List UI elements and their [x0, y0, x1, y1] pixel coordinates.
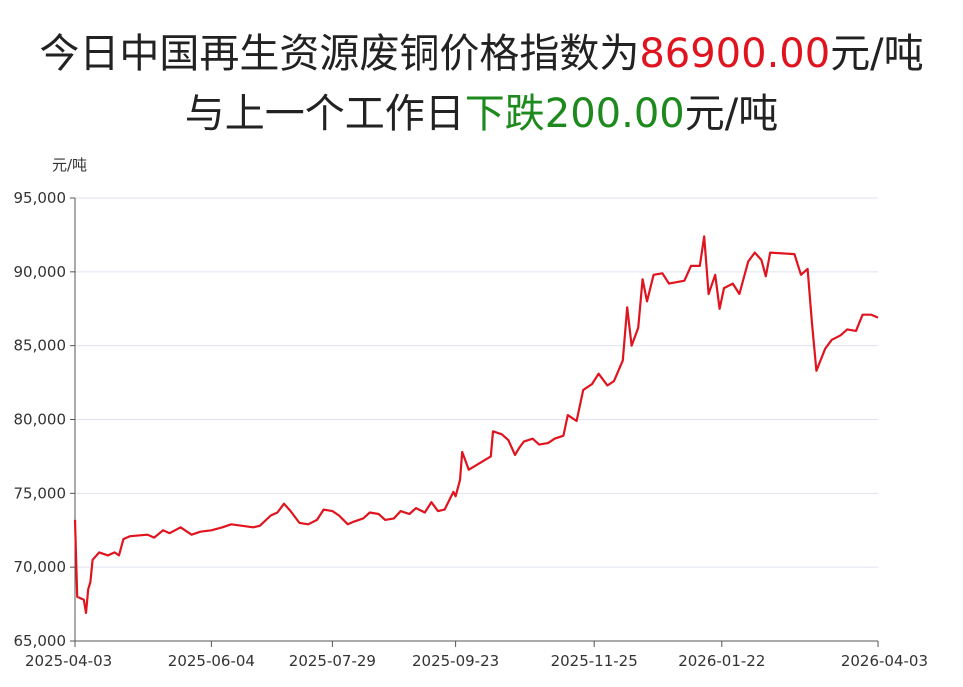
price-change: 下跌200.00: [464, 91, 685, 137]
chart-title-line-2: 与上一个工作日下跌200.00元/吨: [0, 88, 963, 140]
chart-title-line-1: 今日中国再生资源废铜价格指数为86900.00元/吨: [0, 28, 963, 80]
price-value: 86900.00: [639, 31, 831, 77]
y-tick-label: 70,000: [14, 558, 67, 576]
subtitle-unit: 元/吨: [684, 91, 779, 137]
y-tick-label: 80,000: [14, 411, 67, 429]
y-tick-label: 90,000: [14, 263, 67, 281]
y-axis-unit-label: 元/吨: [52, 156, 88, 174]
series-line: [73, 235, 879, 614]
x-tick-label: 2025-04-03: [25, 652, 112, 670]
subtitle-prefix: 与上一个工作日: [184, 91, 465, 137]
grid-lines: [75, 197, 878, 568]
title-unit: 元/吨: [830, 31, 924, 77]
title-prefix: 今日中国再生资源废铜价格指数为: [39, 31, 640, 77]
y-tick-label: 65,000: [14, 632, 67, 650]
y-tick-label: 95,000: [14, 189, 67, 207]
x-tick-label: 2025-07-29: [289, 652, 376, 670]
x-tick-label: 2025-11-25: [551, 652, 638, 670]
x-tick-label: 2026-01-22: [678, 652, 765, 670]
axes: [70, 197, 879, 647]
y-tick-label: 85,000: [14, 337, 67, 355]
tick-labels: 65,000 70,000 75,000 80,000 85,000 90,000 95,0…: [14, 189, 929, 670]
y-tick-label: 75,000: [14, 484, 67, 502]
x-tick-label: 2025-06-04: [168, 652, 255, 670]
x-tick-label: 2025-09-23: [412, 652, 499, 670]
x-tick-label: 2026-04-03: [841, 652, 928, 670]
